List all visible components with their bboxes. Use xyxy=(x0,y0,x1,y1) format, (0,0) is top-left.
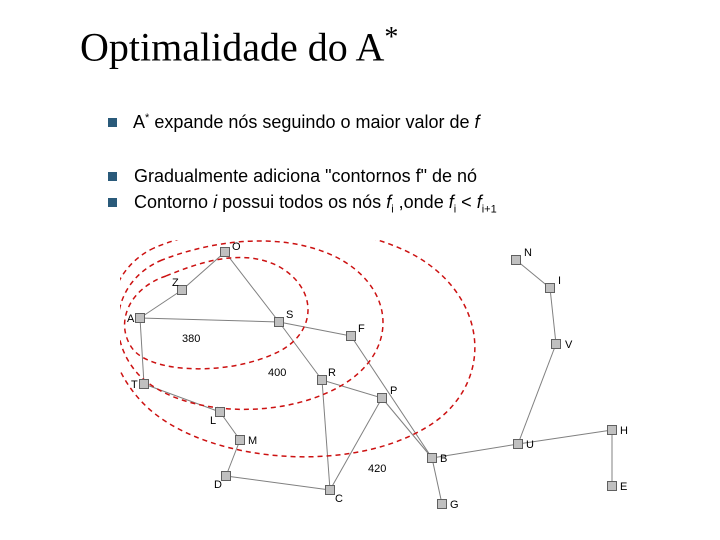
graph-node xyxy=(221,248,230,257)
graph-node xyxy=(428,454,437,463)
graph-node xyxy=(136,314,145,323)
graph-edge xyxy=(516,260,550,288)
graph-edge xyxy=(550,288,556,344)
graph-node xyxy=(275,318,284,327)
graph-node xyxy=(552,340,561,349)
contour-value: 380 xyxy=(182,333,200,345)
contour-line xyxy=(120,240,475,457)
graph-node xyxy=(546,284,555,293)
graph-edge xyxy=(140,318,279,322)
graph-node xyxy=(512,256,521,265)
node-label: I xyxy=(558,275,561,287)
graph-node xyxy=(378,394,387,403)
contour-line xyxy=(125,257,308,368)
bullet-1: A* expande nós seguindo o maior valor de… xyxy=(108,112,480,133)
node-label: P xyxy=(390,385,397,397)
bullet-3-pre: Contorno xyxy=(134,192,213,212)
contours-group xyxy=(120,240,475,457)
slide-title: Optimalidade do A* xyxy=(80,22,398,70)
node-label: Z xyxy=(172,277,179,289)
bullet-2-pre: Gradualmente adiciona xyxy=(134,166,325,186)
node-label: D xyxy=(214,479,222,491)
bullet-2: Gradualmente adiciona "contornos f" de n… xyxy=(108,166,477,187)
node-label: V xyxy=(565,339,573,351)
graph-node xyxy=(222,472,231,481)
graph-node xyxy=(178,286,187,295)
graph-edge xyxy=(330,398,382,490)
graph-node xyxy=(326,486,335,495)
node-label: B xyxy=(440,453,447,465)
title-text: Optimalidade do A xyxy=(80,24,384,69)
node-label: H xyxy=(620,425,628,437)
bullet-3-lt: < xyxy=(456,192,477,212)
bullet-3-mid: possui todos os nós xyxy=(217,192,386,212)
contour-value: 420 xyxy=(368,463,386,475)
node-label: A xyxy=(127,313,135,325)
bullet-square-icon xyxy=(108,172,117,181)
graph-svg: O Z A S T L M D C R F P B G U H E V I N 380 400 420 xyxy=(120,240,680,520)
graph-node xyxy=(608,426,617,435)
graph-node xyxy=(216,408,225,417)
graph-edge xyxy=(351,336,432,458)
graph-edge xyxy=(322,380,330,490)
node-label: O xyxy=(232,241,241,253)
graph-figure: O Z A S T L M D C R F P B G U H E V I N 380 400 420 xyxy=(120,240,680,520)
node-label: T xyxy=(131,379,138,391)
graph-node xyxy=(608,482,617,491)
bullet-3-mid2: ,onde xyxy=(394,192,449,212)
bullet-3: Contorno i possui todos os nós fi ,onde … xyxy=(108,192,497,216)
graph-edge xyxy=(322,380,382,398)
graph-node xyxy=(236,436,245,445)
graph-edge xyxy=(279,322,351,336)
node-label: L xyxy=(210,415,216,427)
graph-node xyxy=(438,500,447,509)
bullet-square-icon xyxy=(108,118,117,127)
node-label: S xyxy=(286,309,293,321)
graph-edge xyxy=(226,440,240,476)
node-label: C xyxy=(335,493,343,505)
node-label: U xyxy=(526,439,534,451)
graph-node xyxy=(140,380,149,389)
graph-edge xyxy=(140,290,182,318)
bullet-1-f: f xyxy=(475,112,480,132)
graph-edge xyxy=(144,384,220,412)
node-label: F xyxy=(358,323,365,335)
title-superscript: * xyxy=(384,22,398,53)
contour-value: 400 xyxy=(268,367,286,379)
numbers-group: 380 400 420 xyxy=(182,333,386,475)
graph-node xyxy=(347,332,356,341)
node-label: N xyxy=(524,247,532,259)
node-label: E xyxy=(620,481,627,493)
bullet-square-icon xyxy=(108,198,117,207)
graph-node xyxy=(514,440,523,449)
bullet-3-fi3-sub: i+1 xyxy=(482,204,497,216)
graph-edge xyxy=(518,344,556,444)
graph-edge xyxy=(140,318,144,384)
slide: Optimalidade do A* A* expande nós seguin… xyxy=(0,0,720,540)
contour-line xyxy=(120,241,383,409)
bullet-1-pre: A xyxy=(133,112,145,132)
bullet-2-post: de nó xyxy=(427,166,477,186)
node-label: R xyxy=(328,367,336,379)
bullet-2-quote: "contornos f" xyxy=(325,166,427,186)
graph-edge xyxy=(226,476,330,490)
graph-node xyxy=(318,376,327,385)
bullet-1-post: expande nós seguindo o maior valor de xyxy=(149,112,474,132)
graph-edge xyxy=(182,252,225,290)
node-label: G xyxy=(450,499,459,511)
node-label: M xyxy=(248,435,257,447)
